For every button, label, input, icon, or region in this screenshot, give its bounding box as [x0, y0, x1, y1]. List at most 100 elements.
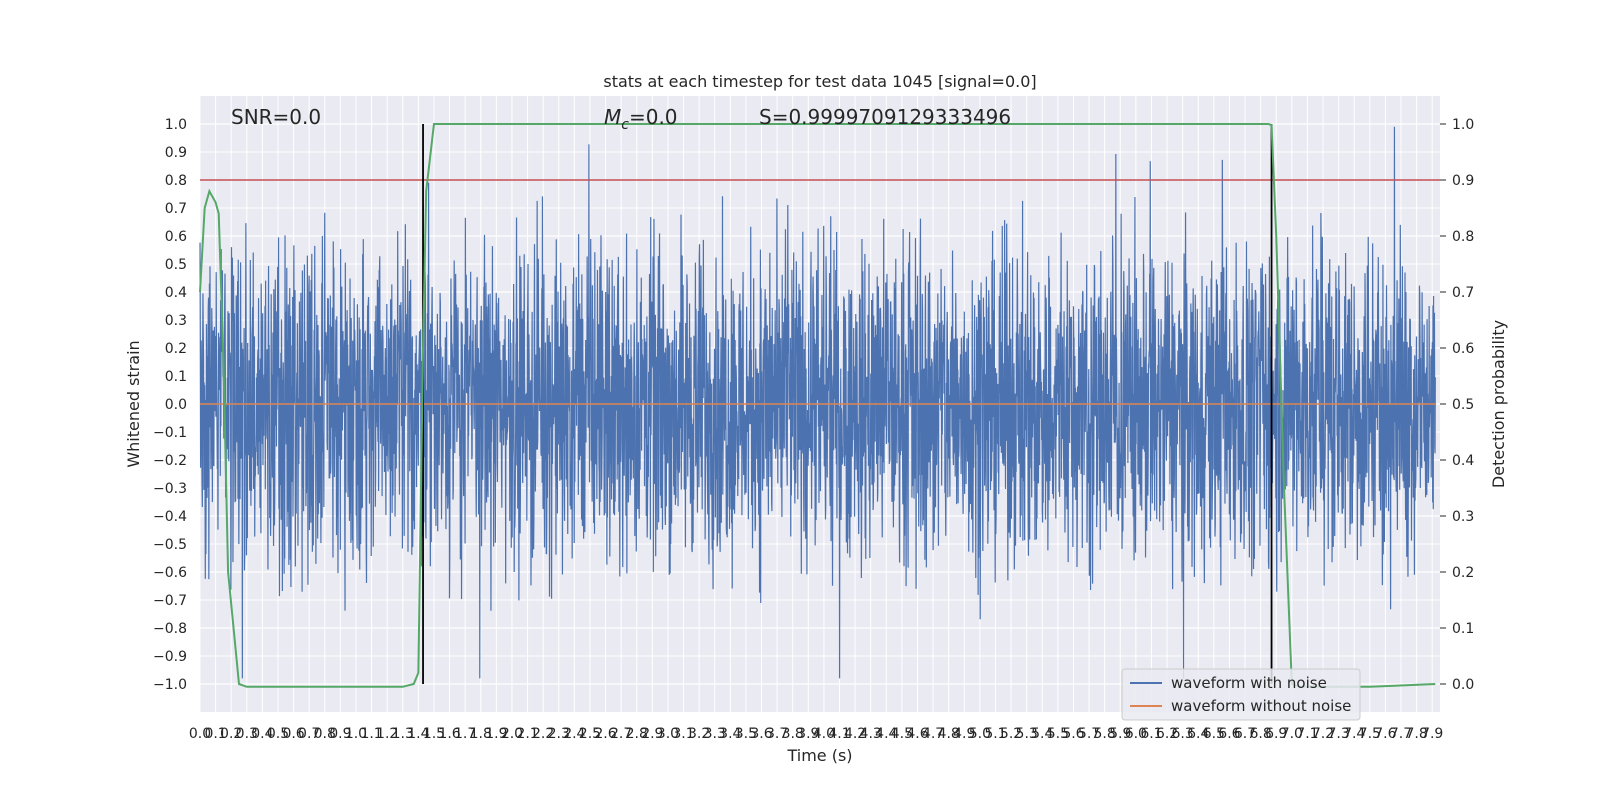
x-tick-label: 6.6: [1218, 726, 1240, 742]
y-left-tick-label: 0.6: [165, 229, 187, 245]
x-tick-label: 3.4: [719, 726, 741, 742]
x-tick-label: 1.0: [345, 726, 367, 742]
legend-label-with-noise: waveform with noise: [1171, 674, 1327, 692]
y-left-tick-label: −0.1: [153, 425, 187, 441]
x-axis-ticks: 0.00.10.20.30.40.50.60.70.80.91.01.11.21…: [189, 726, 1443, 742]
x-tick-label: 1.4: [407, 726, 429, 742]
x-tick-label: 5.2: [1000, 726, 1022, 742]
y-left-tick-label: −0.5: [153, 537, 187, 553]
x-tick-label: 3.9: [797, 726, 819, 742]
x-tick-label: 0.4: [251, 726, 273, 742]
y-axis-left-label: Whitened strain: [124, 340, 143, 467]
x-tick-label: 0.6: [282, 726, 304, 742]
legend-box: [1121, 668, 1361, 721]
x-tick-label: 4.8: [938, 726, 960, 742]
x-tick-label: 3.1: [672, 726, 694, 742]
x-tick-label: 7.8: [1405, 726, 1427, 742]
x-tick-label: 6.4: [1187, 726, 1209, 742]
x-tick-label: 5.0: [969, 726, 991, 742]
x-tick-label: 0.3: [236, 726, 258, 742]
x-tick-label: 5.1: [984, 726, 1006, 742]
y-left-tick-label: 1.0: [165, 117, 187, 133]
snr-annotation: SNR=0.0: [231, 105, 321, 129]
x-tick-label: 0.9: [329, 726, 351, 742]
x-tick-label: 2.4: [563, 726, 585, 742]
x-tick-label: 0.8: [314, 726, 336, 742]
y-right-tick-label: 0.3: [1452, 509, 1474, 525]
x-tick-label: 7.3: [1327, 726, 1349, 742]
y-right-tick-label: 0.8: [1452, 229, 1474, 245]
x-tick-label: 4.3: [860, 726, 882, 742]
series-waveform-with-noise: [199, 126, 1436, 679]
y-right-tick-label: 0.9: [1452, 173, 1474, 189]
y-left-tick-label: −1.0: [153, 677, 187, 693]
y-left-tick-label: 0.1: [165, 369, 187, 385]
y-left-tick-label: −0.3: [153, 481, 187, 497]
x-tick-label: 6.9: [1265, 726, 1287, 742]
x-tick-label: 1.9: [485, 726, 507, 742]
x-tick-label: 0.0: [189, 726, 211, 742]
x-tick-label: 2.7: [610, 726, 632, 742]
y-right-tick-label: 1.0: [1452, 117, 1474, 133]
x-tick-label: 3.0: [657, 726, 679, 742]
x-tick-label: 1.2: [376, 726, 398, 742]
x-tick-label: 6.3: [1172, 726, 1194, 742]
x-tick-label: 6.0: [1125, 726, 1147, 742]
x-tick-label: 2.1: [516, 726, 538, 742]
x-tick-label: 4.0: [813, 726, 835, 742]
x-tick-label: 4.1: [828, 726, 850, 742]
y-right-tick-label: 0.6: [1452, 341, 1474, 357]
x-tick-label: 0.1: [204, 726, 226, 742]
y-left-tick-label: −0.8: [153, 621, 187, 637]
x-tick-label: 7.1: [1296, 726, 1318, 742]
chart-title: stats at each timestep for test data 104…: [603, 72, 1036, 91]
x-tick-label: 0.7: [298, 726, 320, 742]
mc-annotation: Mc=0.0: [604, 105, 678, 133]
x-tick-label: 7.6: [1374, 726, 1396, 742]
y-right-tick-label: 0.4: [1452, 453, 1474, 469]
y-axis-left-ticks: −1.0 −0.9 −0.8 −0.7 −0.6 −0.5 −0.4 −0.3 −0.2 −0.1…: [153, 117, 187, 693]
x-tick-label: 4.2: [844, 726, 866, 742]
y-right-tick-label: 0.0: [1452, 677, 1474, 693]
y-left-tick-label: 0.3: [165, 313, 187, 329]
x-tick-label: 3.5: [735, 726, 757, 742]
x-tick-label: 7.7: [1390, 726, 1412, 742]
x-tick-label: 1.3: [392, 726, 414, 742]
noisy-waveform-line: [199, 126, 1436, 679]
x-tick-label: 1.6: [438, 726, 460, 742]
y-left-tick-label: −0.4: [153, 509, 187, 525]
x-tick-label: 2.3: [548, 726, 570, 742]
x-tick-label: 7.0: [1281, 726, 1303, 742]
y-left-tick-label: −0.9: [153, 649, 187, 665]
y-left-tick-label: −0.7: [153, 593, 187, 609]
x-tick-label: 6.2: [1156, 726, 1178, 742]
x-tick-label: 4.5: [891, 726, 913, 742]
x-tick-label: 5.6: [1062, 726, 1084, 742]
x-tick-label: 6.5: [1203, 726, 1225, 742]
x-tick-label: 5.3: [1016, 726, 1038, 742]
x-tick-label: 3.6: [750, 726, 772, 742]
y-left-tick-label: 0.5: [165, 257, 187, 273]
x-tick-label: 5.7: [1078, 726, 1100, 742]
x-tick-label: 0.2: [220, 726, 242, 742]
x-tick-label: 1.1: [360, 726, 382, 742]
y-left-tick-label: −0.6: [153, 565, 187, 581]
x-tick-label: 2.0: [501, 726, 523, 742]
y-right-tick-label: 0.7: [1452, 285, 1474, 301]
x-tick-label: 2.8: [626, 726, 648, 742]
legend: waveform with noise waveform without noi…: [1121, 668, 1361, 721]
detection-probability-line: [199, 123, 1436, 688]
y-axis-right-label: Detection probability: [1489, 320, 1508, 488]
x-tick-label: 4.9: [953, 726, 975, 742]
x-tick-label: 4.6: [906, 726, 928, 742]
x-tick-label: 4.7: [922, 726, 944, 742]
x-tick-label: 3.7: [766, 726, 788, 742]
x-tick-label: 1.8: [470, 726, 492, 742]
y-right-tick-label: 0.5: [1452, 397, 1474, 413]
y-left-tick-label: 0.9: [165, 145, 187, 161]
series-detection-probability: [199, 123, 1436, 688]
legend-label-without-noise: waveform without noise: [1171, 697, 1351, 715]
x-tick-label: 7.9: [1421, 726, 1443, 742]
x-tick-label: 0.5: [267, 726, 289, 742]
